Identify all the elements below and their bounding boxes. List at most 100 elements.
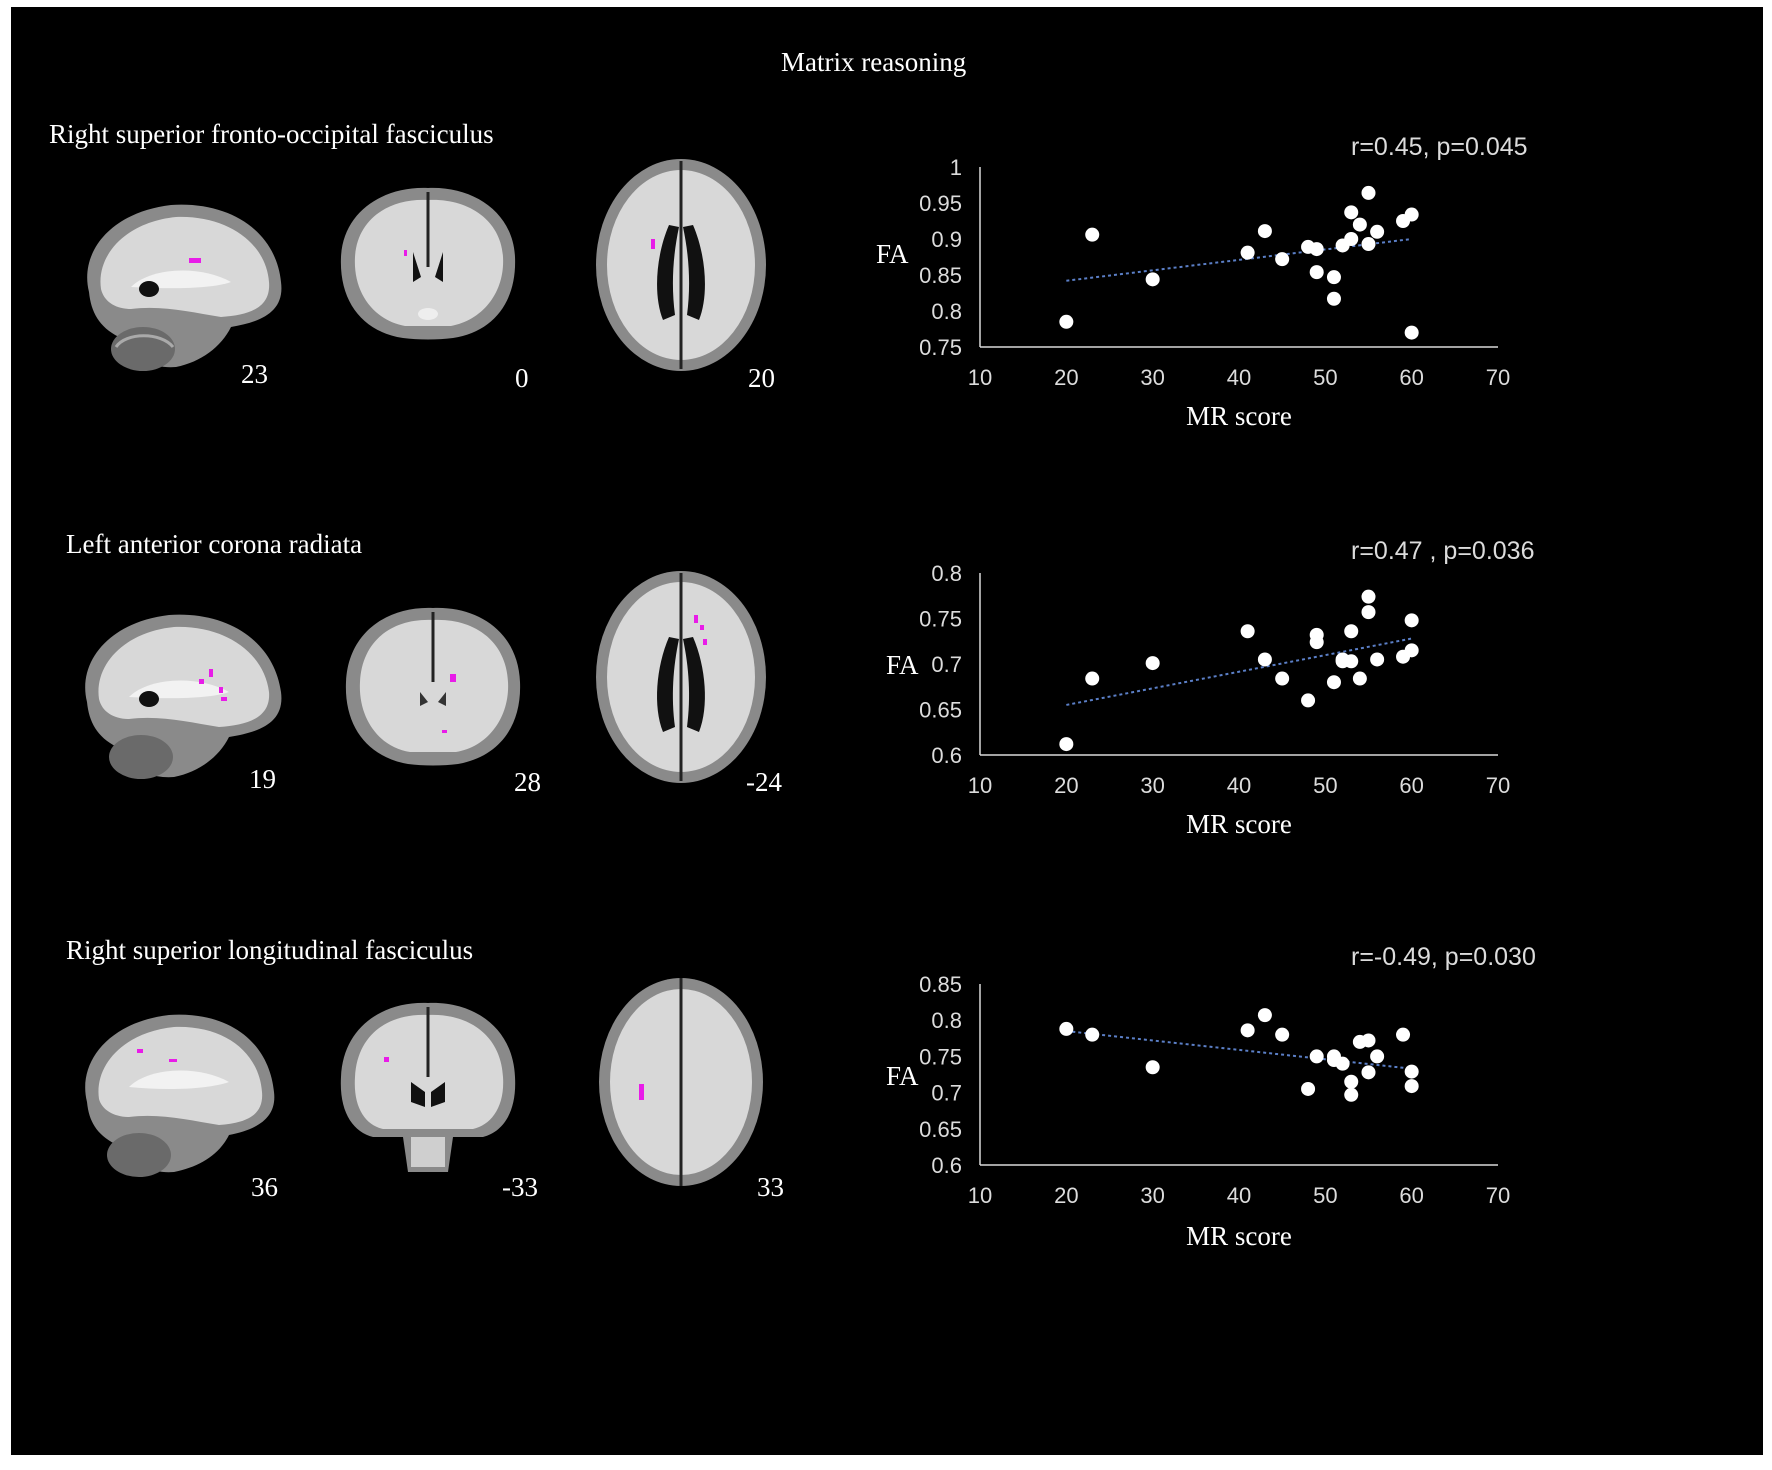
- y-tick-label: 0.85: [919, 263, 962, 288]
- data-point: [1309, 265, 1324, 280]
- data-point: [1370, 1049, 1385, 1064]
- brain-sagittal-image-1: [87, 204, 282, 371]
- data-point: [1326, 291, 1341, 306]
- scatter-chart-3: 0.6 0.65 0.7 0.75 0.8 0.85 10 20 30 40 50 60 70 FA MR …: [886, 972, 1510, 1251]
- data-point: [1059, 1021, 1074, 1036]
- y-tick-label: 0.75: [919, 607, 962, 632]
- data-point: [1240, 245, 1255, 260]
- brain-axial-image-2: [596, 571, 766, 783]
- data-point: [1145, 1060, 1160, 1075]
- y-tick-label: 0.75: [919, 335, 962, 360]
- slice-number-2-1: 19: [249, 764, 276, 794]
- data-point: [1344, 205, 1359, 220]
- region-title-2: Left anterior corona radiata: [66, 529, 363, 559]
- data-point: [1344, 1087, 1359, 1102]
- x-axis-label: MR score: [1186, 809, 1292, 839]
- brain-coronal-image-3: [340, 1002, 516, 1172]
- data-point: [1404, 1079, 1419, 1094]
- trend-line: [1066, 1030, 1412, 1070]
- y-tick-label: 0.95: [919, 191, 962, 216]
- correlation-stat-3: r=-0.49, p=0.030: [1351, 943, 1536, 971]
- data-point: [1145, 272, 1160, 287]
- data-point: [1309, 242, 1324, 257]
- x-tick-label: 20: [1054, 365, 1078, 390]
- slice-number-3-1: 36: [251, 1172, 278, 1202]
- data-point: [1326, 675, 1341, 690]
- y-tick-label: 0.7: [931, 1081, 962, 1106]
- y-tick-label: 0.7: [931, 652, 962, 677]
- figure-panel: Matrix reasoning Right superior fronto-o…: [11, 7, 1763, 1455]
- y-tick-label: 0.85: [919, 972, 962, 997]
- data-point: [1085, 1027, 1100, 1042]
- x-tick-label: 70: [1486, 365, 1510, 390]
- figure-title: Matrix reasoning: [781, 47, 967, 77]
- y-axis-label: FA: [886, 1061, 919, 1091]
- brain-axial-image-3: [599, 978, 763, 1186]
- x-tick-label: 70: [1486, 1183, 1510, 1208]
- y-tick-label: 0.9: [931, 227, 962, 252]
- scatter-chart-1: 0.75 0.8 0.85 0.9 0.95 1 10 20 30 40 50 60 70 FA MR sc…: [876, 155, 1510, 431]
- data-point: [1085, 227, 1100, 242]
- brain-axial-image-1: [596, 159, 766, 371]
- y-tick-label: 0.75: [919, 1044, 962, 1069]
- data-point: [1344, 654, 1359, 669]
- data-point: [1370, 224, 1385, 239]
- x-tick-label: 30: [1140, 773, 1164, 798]
- x-tick-label: 40: [1227, 365, 1251, 390]
- data-point: [1361, 237, 1376, 252]
- correlation-stat-2: r=0.47 , p=0.036: [1351, 537, 1535, 565]
- data-point: [1344, 232, 1359, 246]
- x-tick-label: 10: [968, 1183, 992, 1208]
- data-point: [1059, 737, 1074, 752]
- data-point: [1240, 624, 1255, 639]
- data-point: [1361, 1033, 1376, 1048]
- data-point: [1404, 207, 1419, 222]
- data-point: [1257, 224, 1272, 239]
- data-point: [1352, 671, 1367, 686]
- y-tick-label: 1: [950, 155, 962, 180]
- region-title-1: Right superior fronto-occipital fascicul…: [49, 119, 494, 149]
- slice-number-3-3: 33: [757, 1172, 784, 1202]
- data-point: [1396, 1027, 1411, 1042]
- data-point: [1344, 624, 1359, 639]
- scatter-chart-2: 0.6 0.65 0.7 0.75 0.8 10 20 30 40 50 60 70 FA MR scor…: [886, 561, 1510, 839]
- data-point: [1275, 252, 1290, 267]
- x-tick-label: 60: [1399, 773, 1423, 798]
- data-point: [1361, 605, 1376, 620]
- brain-coronal-image-2: [345, 607, 521, 766]
- x-tick-label: 50: [1313, 773, 1337, 798]
- brain-sagittal-image-3: [85, 1014, 275, 1177]
- data-point: [1326, 270, 1341, 285]
- slice-number-1-2: 0: [515, 363, 529, 393]
- data-point: [1361, 1065, 1376, 1080]
- data-point: [1404, 643, 1419, 658]
- correlation-stat-1: r=0.45, p=0.045: [1351, 133, 1528, 161]
- slice-number-2-3: -24: [746, 767, 782, 797]
- data-point: [1145, 656, 1160, 671]
- data-point: [1309, 1049, 1324, 1064]
- data-point: [1309, 635, 1324, 650]
- y-tick-label: 0.8: [931, 299, 962, 324]
- x-tick-label: 50: [1313, 1183, 1337, 1208]
- brain-coronal-image-1: [340, 187, 516, 340]
- x-tick-label: 70: [1486, 773, 1510, 798]
- y-tick-label: 0.6: [931, 1153, 962, 1178]
- data-point: [1275, 671, 1290, 686]
- slice-number-1-3: 20: [748, 363, 775, 393]
- x-tick-label: 20: [1054, 773, 1078, 798]
- x-tick-label: 10: [968, 365, 992, 390]
- brain-sagittal-image-2: [85, 614, 282, 779]
- trend-line: [1066, 238, 1412, 282]
- y-tick-label: 0.8: [931, 561, 962, 586]
- data-point: [1059, 314, 1074, 329]
- data-point: [1301, 693, 1316, 708]
- x-tick-label: 30: [1140, 1183, 1164, 1208]
- data-point: [1240, 1023, 1255, 1038]
- slice-number-1-1: 23: [241, 359, 268, 389]
- x-tick-label: 40: [1227, 1183, 1251, 1208]
- data-point: [1404, 1064, 1419, 1079]
- x-tick-label: 30: [1140, 365, 1164, 390]
- data-point: [1404, 325, 1419, 340]
- data-point: [1335, 1056, 1350, 1071]
- data-point: [1352, 217, 1367, 232]
